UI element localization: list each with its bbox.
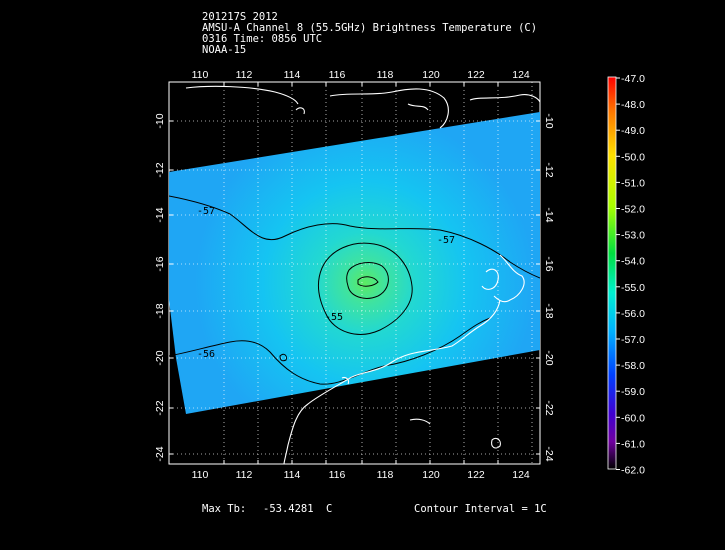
lon-labels-top: 110 112 114 116 118 120 122 124	[192, 69, 530, 81]
frame-ticks	[169, 82, 540, 464]
lat-labels-right: -10 -12 -14 -16 -18 -20 -22 -24	[543, 113, 555, 461]
colorbar-label: -49.0	[621, 125, 645, 137]
svg-text:122: 122	[467, 469, 485, 481]
svg-text:114: 114	[284, 469, 301, 481]
svg-text:122: 122	[467, 69, 485, 81]
colorbar-label: -53.0	[621, 230, 645, 242]
svg-text:-14: -14	[154, 207, 166, 222]
svg-text:124: 124	[512, 69, 530, 81]
colorbar-label: -51.0	[621, 177, 645, 189]
colorbar-label: -59.0	[621, 386, 645, 398]
max-tb-value: -53.4281	[263, 503, 314, 515]
colorbar-label: -58.0	[621, 360, 645, 372]
svg-text:110: 110	[192, 69, 209, 81]
svg-text:110: 110	[192, 469, 209, 481]
title-line-1: 201217S 2012	[202, 11, 278, 23]
svg-text:112: 112	[236, 69, 253, 81]
svg-text:-57: -57	[197, 206, 215, 217]
svg-text:-16: -16	[154, 256, 166, 271]
svg-text:-12: -12	[154, 162, 166, 177]
svg-text:-22: -22	[543, 400, 555, 415]
title-line-4: NOAA-15	[202, 44, 247, 56]
colorbar-label: -56.0	[621, 308, 645, 320]
svg-text:-18: -18	[543, 303, 555, 318]
svg-text:-18: -18	[154, 303, 166, 318]
svg-text:-10: -10	[154, 113, 166, 128]
svg-text:118: 118	[377, 69, 394, 81]
svg-text:-14: -14	[543, 207, 555, 222]
colorbar-label: -48.0	[621, 99, 645, 111]
svg-text:-56: -56	[197, 349, 215, 360]
colorbar-label: -62.0	[621, 465, 645, 477]
svg-text:-55: -55	[325, 312, 343, 323]
svg-text:124: 124	[512, 469, 530, 481]
svg-text:118: 118	[377, 469, 394, 481]
colorbar-label: -52.0	[621, 204, 645, 216]
svg-text:-16: -16	[543, 256, 555, 271]
colorbar	[607, 76, 617, 470]
title-line-3: 0316 Time: 0856 UTC	[202, 33, 323, 45]
contour-labels: -57 -57 -55 -56	[197, 206, 455, 360]
svg-text:-24: -24	[154, 446, 166, 461]
svg-text:112: 112	[236, 469, 253, 481]
svg-text:116: 116	[329, 69, 346, 81]
lon-labels-bottom: 110 112 114 116 118 120 122 124	[192, 469, 530, 481]
lat-labels-left: -10 -12 -14 -16 -18 -20 -22 -24	[154, 113, 166, 461]
coastline	[185, 85, 540, 464]
colorbar-label: -47.0	[621, 73, 645, 85]
svg-text:120: 120	[422, 469, 440, 481]
svg-text:-10: -10	[543, 113, 555, 128]
svg-text:-20: -20	[154, 350, 166, 365]
svg-text:116: 116	[329, 469, 346, 481]
max-tb-unit: C	[326, 503, 333, 515]
contour-interval: Contour Interval = 1C	[414, 503, 547, 515]
svg-text:-57: -57	[437, 235, 455, 246]
contour-lines	[169, 195, 540, 385]
satellite-swath	[169, 112, 540, 414]
colorbar-label: -61.0	[621, 438, 645, 450]
max-tb-label: Max Tb:	[202, 503, 247, 515]
colorbar-label: -60.0	[621, 412, 645, 424]
colorbar-label: -54.0	[621, 256, 645, 268]
svg-text:120: 120	[422, 69, 440, 81]
colorbar-label: -57.0	[621, 334, 645, 346]
title-line-2: AMSU-A Channel 8 (55.5GHz) Brightness Te…	[202, 22, 538, 34]
svg-text:-22: -22	[154, 400, 166, 415]
colorbar-labels: -47.0 -48.0 -49.0 -50.0 -51.0 -52.0 -53.0 -54.0…	[616, 73, 645, 477]
svg-text:-12: -12	[543, 162, 555, 177]
svg-text:-24: -24	[543, 446, 555, 461]
svg-text:114: 114	[284, 69, 301, 81]
svg-text:-20: -20	[543, 350, 555, 365]
colorbar-label: -50.0	[621, 151, 645, 163]
colorbar-label: -55.0	[621, 282, 645, 294]
